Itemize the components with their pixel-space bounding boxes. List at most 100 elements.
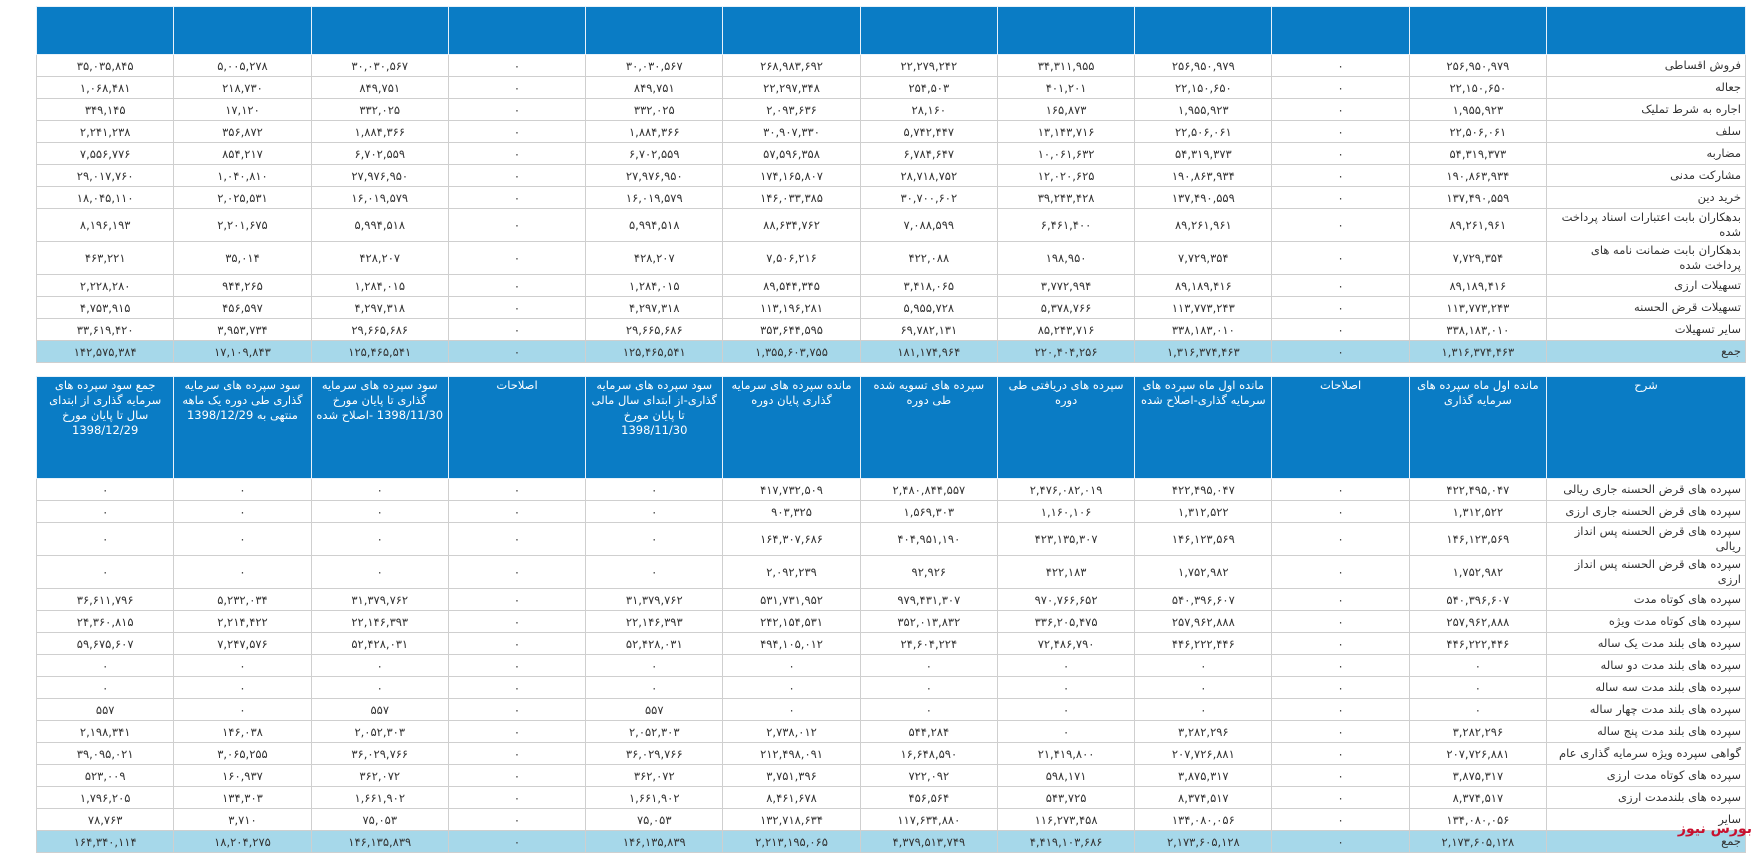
cell: ۰ xyxy=(447,318,587,341)
data-row: جعاله ۲۲,۱۵۰,۶۵۰ ۰ ۲۲,۱۵۰,۶۵۰ ۴۰۱,۲۰۱ ۲۵۴,۵۰۳… xyxy=(35,76,1746,99)
cell: ۱۳,۱۴۳,۷۱۶ xyxy=(996,120,1136,143)
data-row: سپرده های کوتاه مدت ارزی ۳,۸۷۵,۳۱۷ ۰ ۳,۸۷۵,… xyxy=(35,764,1746,787)
cell: ۰ xyxy=(173,555,312,589)
cell: ۰ xyxy=(722,654,861,677)
cell: ۱۴۶,۱۳۵,۸۳۹ xyxy=(585,830,724,853)
cell: ۴۲۳,۱۳۵,۳۰۷ xyxy=(996,522,1136,556)
cell: ۱۱۳,۷۷۳,۲۴۳ xyxy=(1408,296,1548,319)
cell: ۷,۰۸۸,۵۹۹ xyxy=(859,208,998,242)
cell: ۰ xyxy=(996,654,1136,677)
data-row: اجاره به شرط تملیک ۱,۹۵۵,۹۲۳ ۰ ۱,۹۵۵,۹۲۳ ۱۶۵… xyxy=(35,98,1746,121)
cell: ۹۰۳,۳۲۵ xyxy=(722,500,861,523)
cell: ۴۲۲,۴۹۵,۰۴۷ xyxy=(1134,478,1273,501)
cell: ۰ xyxy=(585,500,724,523)
cell: ۷۲,۴۸۶,۷۹۰ xyxy=(996,632,1136,655)
cell: ۰ xyxy=(35,522,175,556)
cell: ۴۴۶,۲۲۲,۴۴۶ xyxy=(1408,632,1548,655)
cell: ۴۲۸,۲۰۷ xyxy=(585,241,724,275)
cell: ۸۹,۵۴۴,۳۴۵ xyxy=(722,274,861,297)
cell: ۰ xyxy=(310,522,449,556)
cell: ۰ xyxy=(447,186,587,209)
cell: ۱,۲۸۴,۰۱۵ xyxy=(585,274,724,297)
cell: ۳۰,۷۰۰,۶۰۲ xyxy=(859,186,998,209)
cell: ۲۲,۱۵۰,۶۵۰ xyxy=(1408,76,1548,99)
data-row: سپرده های بلند مدت یک ساله ۴۴۶,۲۲۲,۴۴۶ ۰ ۴۴… xyxy=(35,632,1746,655)
row-label: سپرده های قرض الحسنه پس انداز ریالی xyxy=(1546,522,1746,556)
column-header: سپرده های دریافتی طی دوره xyxy=(996,376,1136,479)
cell: ۰ xyxy=(310,478,449,501)
cell: ۰ xyxy=(585,478,724,501)
cell: ۱۴۶,۱۳۵,۸۳۹ xyxy=(310,830,449,853)
cell: ۲۴,۶۰۴,۲۲۴ xyxy=(859,632,998,655)
cell: ۱۶۴,۳۴۰,۱۱۴ xyxy=(35,830,175,853)
cell: ۱,۰۶۸,۴۸۱ xyxy=(35,76,175,99)
cell: ۲,۰۵۲,۳۰۳ xyxy=(585,720,724,743)
cell: ۱,۶۶۱,۹۰۲ xyxy=(310,786,449,809)
cell: ۵,۷۴۲,۴۴۷ xyxy=(859,120,998,143)
cell: ۷۵,۰۵۳ xyxy=(585,808,724,831)
column-header: سود سپرده های سرمایه گذاری طی دوره یک ما… xyxy=(173,376,312,479)
row-label: سپرده های بلند مدت سه ساله xyxy=(1546,676,1746,699)
cell: ۱۷,۱۰۹,۸۴۳ xyxy=(173,340,312,363)
cell: ۳,۴۱۸,۰۶۵ xyxy=(859,274,998,297)
cell: ۰ xyxy=(585,654,724,677)
cell: ۱۷,۱۲۰ xyxy=(173,98,312,121)
cell: ۰ xyxy=(447,98,587,121)
cell: ۵۹۸,۱۷۱ xyxy=(996,764,1136,787)
cell: ۸۵,۲۴۳,۷۱۶ xyxy=(996,318,1136,341)
cell: ۱۱۳,۷۷۳,۲۴۳ xyxy=(1134,296,1273,319)
column-header xyxy=(447,6,587,55)
cell: ۰ xyxy=(447,632,587,655)
cell: ۱,۸۸۴,۳۶۶ xyxy=(310,120,449,143)
cell: ۲۴,۳۶۰,۸۱۵ xyxy=(35,610,175,633)
cell: ۱۳۲,۷۱۸,۶۳۴ xyxy=(722,808,861,831)
cell: ۰ xyxy=(447,742,587,765)
cell: ۲۱۲,۴۹۸,۰۹۱ xyxy=(722,742,861,765)
cell: ۴۱۷,۷۳۲,۵۰۹ xyxy=(722,478,861,501)
cell: ۷,۲۴۷,۵۷۶ xyxy=(173,632,312,655)
cell: ۰ xyxy=(1271,241,1410,275)
cell: ۲,۱۷۳,۶۰۵,۱۲۸ xyxy=(1134,830,1273,853)
data-row: سپرده های قرض الحسنه جاری ارزی ۱,۳۱۲,۵۲۲ ۰… xyxy=(35,500,1746,523)
cell: ۰ xyxy=(447,522,587,556)
cell: ۱۳۴,۳۰۳ xyxy=(173,786,312,809)
data-row: سپرده های بلندمدت ارزی ۸,۳۷۴,۵۱۷ ۰ ۸,۳۷۴,۵۱… xyxy=(35,786,1746,809)
cell: ۰ xyxy=(35,676,175,699)
cell: ۰ xyxy=(1271,830,1410,853)
column-header xyxy=(585,6,724,55)
cell: ۱۳۴,۰۸۰,۰۵۶ xyxy=(1134,808,1273,831)
cell: ۵۵۷ xyxy=(585,698,724,721)
cell: ۳۳۲,۰۲۵ xyxy=(585,98,724,121)
cell: ۰ xyxy=(447,830,587,853)
data-row: سپرده های بلند مدت پنج ساله ۳,۲۸۲,۲۹۶ ۰ ۳,۲… xyxy=(35,720,1746,743)
cell: ۵۴۳,۷۲۵ xyxy=(996,786,1136,809)
column-header: جمع سود سپرده های سرمایه گذاری از ابتدای… xyxy=(35,376,175,479)
cell: ۰ xyxy=(1271,698,1410,721)
cell: ۵۴۰,۳۹۶,۶۰۷ xyxy=(1408,588,1548,611)
cell: ۱۳۴,۰۸۰,۰۵۶ xyxy=(1408,808,1548,831)
cell: ۶,۷۰۲,۵۵۹ xyxy=(585,142,724,165)
cell: ۱,۳۵۵,۶۰۳,۷۵۵ xyxy=(722,340,861,363)
cell: ۰ xyxy=(447,120,587,143)
header-row: شرح مانده اول ماه سپرده های سرمایه گذاری ا… xyxy=(35,376,1746,479)
cell: ۸۴۹,۷۵۱ xyxy=(585,76,724,99)
cell: ۲۷,۹۷۶,۹۵۰ xyxy=(585,164,724,187)
data-row: سپرده های قرض الحسنه جاری ریالی ۴۲۲,۴۹۵,۰… xyxy=(35,478,1746,501)
cell: ۰ xyxy=(447,555,587,589)
cell: ۳۹,۲۴۳,۴۲۸ xyxy=(996,186,1136,209)
cell: ۱,۳۱۲,۵۲۲ xyxy=(1408,500,1548,523)
cell: ۳,۷۱۰ xyxy=(173,808,312,831)
cell: ۰ xyxy=(1271,632,1410,655)
cell: ۰ xyxy=(447,76,587,99)
cell: ۰ xyxy=(1271,610,1410,633)
cell: ۰ xyxy=(447,500,587,523)
cell: ۵,۳۷۸,۷۶۶ xyxy=(996,296,1136,319)
cell: ۵۴,۳۱۹,۳۷۳ xyxy=(1134,142,1273,165)
cell: ۲۵۶,۹۵۰,۹۷۹ xyxy=(1408,54,1548,77)
cell: ۰ xyxy=(859,654,998,677)
data-row: سپرده های بلند مدت چهار ساله ۰ ۰ ۰ ۰ ۰ ۰ ۵۵۷ ۰ ۵۵… xyxy=(35,698,1746,721)
row-label: خرید دین xyxy=(1546,186,1746,209)
cell: ۱,۹۵۵,۹۲۳ xyxy=(1134,98,1273,121)
data-row: سپرده های بلند مدت سه ساله ۰ ۰ ۰ ۰ ۰ ۰ ۰ ۰ ۰ ۰ ۰ xyxy=(35,676,1746,699)
cell: ۲,۰۲۵,۵۳۱ xyxy=(173,186,312,209)
